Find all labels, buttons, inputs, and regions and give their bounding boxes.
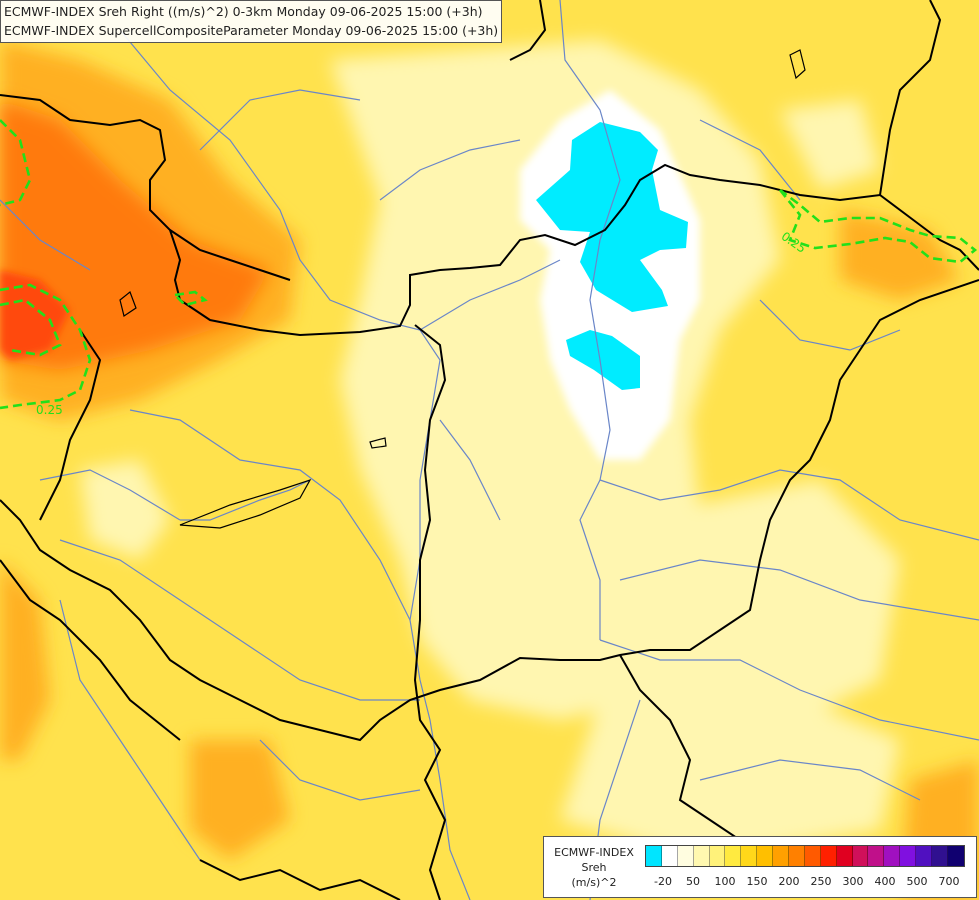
- legend-tick-label: 500: [906, 875, 928, 888]
- legend-label-unit: (m/s)^2: [571, 876, 617, 889]
- legend-swatch: [900, 846, 917, 866]
- legend-label-variable: Sreh: [581, 861, 607, 874]
- legend-swatch: [773, 846, 790, 866]
- legend-tick-label: 700: [938, 875, 960, 888]
- legend-swatch: [932, 846, 948, 866]
- legend-swatches: [645, 845, 965, 867]
- legend-tick-label: 200: [778, 875, 800, 888]
- legend-swatch: [741, 846, 758, 866]
- field-deep-orange: [0, 100, 270, 370]
- legend-swatch: [725, 846, 742, 866]
- legend-swatch: [804, 846, 821, 866]
- scp-contours: [0, 119, 978, 410]
- legend-tick-label: 400: [874, 875, 896, 888]
- legend-swatch: [884, 846, 901, 866]
- title-line-sreh: ECMWF-INDEX Sreh Right ((m/s)^2) 0-3km M…: [4, 4, 483, 19]
- legend-tick-label: 250: [810, 875, 832, 888]
- legend-swatch: [916, 846, 933, 866]
- legend-swatch: [709, 846, 726, 866]
- legend-tick-label: 150: [746, 875, 768, 888]
- field-cyan: [536, 122, 688, 390]
- legend-swatch: [789, 846, 805, 866]
- legend-swatch: [947, 846, 964, 866]
- legend-tick-label: 50: [686, 875, 700, 888]
- legend-swatch: [661, 846, 678, 866]
- legend-swatch: [677, 846, 694, 866]
- legend-swatch: [820, 846, 837, 866]
- legend-swatch: [693, 846, 710, 866]
- color-legend: ECMWF-INDEX Sreh (m/s)^2 -20 50 100 150 200 2…: [543, 836, 977, 898]
- title-line-scp: ECMWF-INDEX SupercellCompositeParameter …: [4, 23, 499, 38]
- legend-swatch: [757, 846, 774, 866]
- legend-swatch: [852, 846, 869, 866]
- legend-swatch: [646, 846, 662, 866]
- legend-tick-label: 100: [714, 875, 736, 888]
- legend-label-source: ECMWF-INDEX: [554, 846, 634, 859]
- legend-swatch: [836, 846, 853, 866]
- legend-swatch: [868, 846, 885, 866]
- legend-label: ECMWF-INDEX Sreh (m/s)^2: [544, 845, 644, 890]
- legend-tick-label: -20: [654, 875, 672, 888]
- map-title-box: ECMWF-INDEX Sreh Right ((m/s)^2) 0-3km M…: [0, 0, 503, 43]
- legend-tick-label: 300: [842, 875, 864, 888]
- lakes: [119, 49, 806, 529]
- legend-ticks: -20 50 100 150 200 250 300 400 500 700: [645, 875, 975, 889]
- contour-label-1: 0.25: [36, 403, 63, 417]
- field-red: [0, 270, 70, 360]
